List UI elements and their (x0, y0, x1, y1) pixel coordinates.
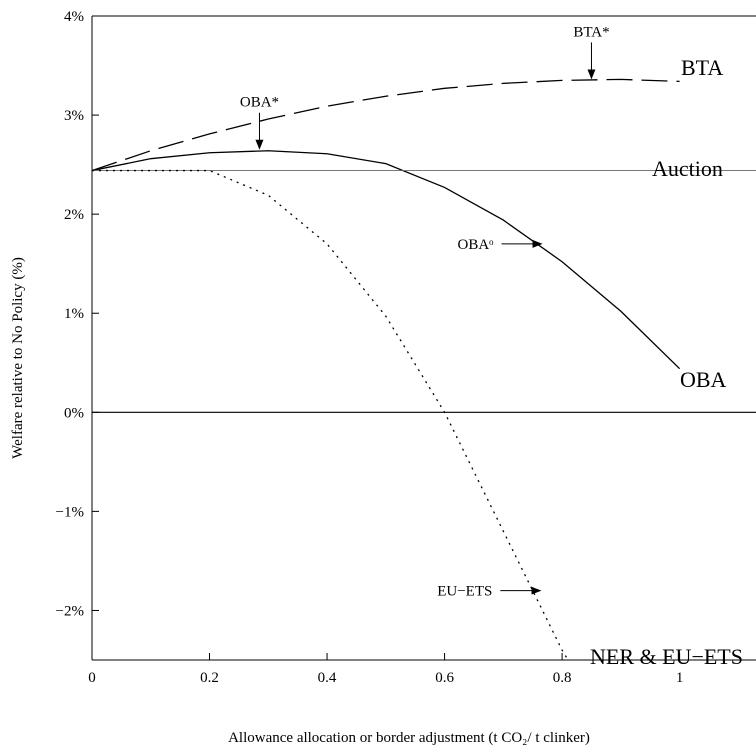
x-tick-label: 0.4 (318, 670, 337, 686)
x-axis-label: Allowance allocation or border adjustmen… (228, 730, 590, 746)
curve-label-bta: BTA (681, 55, 723, 80)
curve-label-ner: NER & EU−ETS (590, 644, 743, 669)
annotation-label-oba_star: OBA* (240, 95, 279, 111)
annotations: BTA Auction OBA NER & EU−ETS BTA* OBA* OBAᵒ EU−… (240, 24, 743, 669)
series-layer (92, 78, 756, 660)
series-ner-eu-ets-line (92, 169, 569, 660)
x-tick-label: 0 (88, 670, 96, 686)
y-tick-label: 1% (64, 306, 84, 322)
y-tick-label: 2% (64, 207, 84, 223)
y-tick-label: −2% (56, 603, 84, 619)
axes: −2% −1% 0% 1% 2% 3% 4% 0 0.2 0.4 0.6 0.8 1 (56, 9, 756, 686)
y-tick-label: 4% (64, 9, 84, 25)
series-oba-line (92, 150, 681, 370)
annotation-label-oba_o: OBAᵒ (458, 237, 495, 253)
y-tick-label: 0% (64, 405, 84, 421)
y-tick-label: −1% (56, 504, 84, 520)
x-tick-label: 1 (676, 670, 684, 686)
x-tick-label: 0.8 (553, 670, 572, 686)
annotation-label-bta_star: BTA* (573, 24, 609, 40)
x-tick-label: 0.2 (200, 670, 219, 686)
y-tick-label: 3% (64, 108, 84, 124)
annotation-label-eu_ets: EU−ETS (437, 584, 492, 600)
y-axis-label: Welfare relative to No Policy (%) (10, 257, 26, 459)
curve-label-oba: OBA (680, 367, 727, 392)
curve-label-auction: Auction (652, 156, 723, 181)
series-bta-line (92, 78, 680, 172)
x-tick-label: 0.6 (435, 670, 454, 686)
